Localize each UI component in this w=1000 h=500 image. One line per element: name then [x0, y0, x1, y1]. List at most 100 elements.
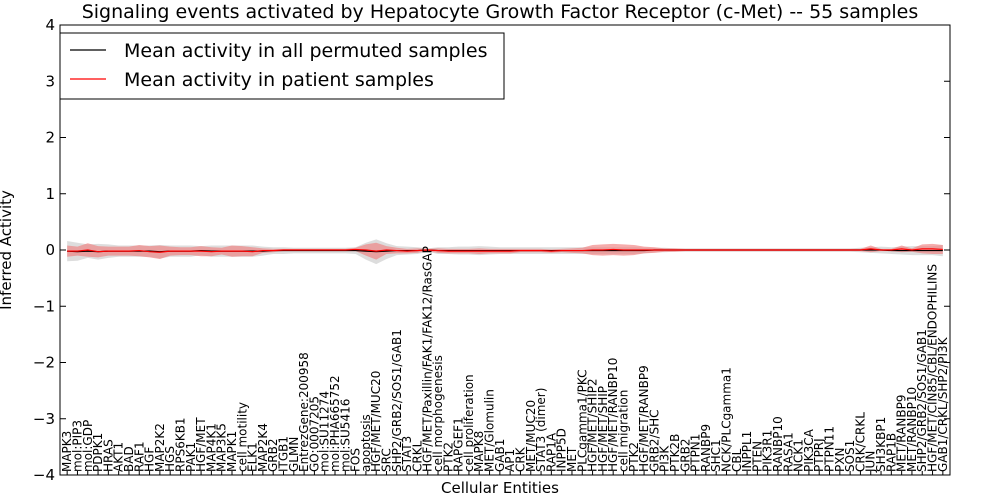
y-axis-ticks: 4 3 2 1 0 −1 −2 −3 −4 [33, 16, 950, 484]
y-tick-label: −2 [33, 354, 55, 372]
y-tick-label: 1 [45, 185, 55, 203]
x-tick-label: STAT3 (dimer) [534, 388, 548, 472]
x-tick-label: GRB2 [266, 438, 280, 472]
x-tick-label: PTK2 [441, 442, 455, 472]
x-tick-label: NCK/PLCgamma1 [720, 367, 734, 472]
x-tick-label: MAP2K4 [256, 423, 270, 472]
x-tick-label: FOS [349, 448, 363, 472]
x-tick-label: ITGB1 [277, 436, 291, 472]
x-tick-label: HGF/MET/SHIP2 [586, 378, 600, 472]
x-tick-label: HGF/MET/MUC20 [369, 371, 383, 472]
x-tick-label: INPPL1 [740, 431, 754, 472]
x-tick-label: MAP4K1 [204, 423, 218, 472]
x-tick-label: HGF/MET/SHIP [596, 386, 610, 472]
x-tick-label: RAP1B [884, 433, 898, 472]
x-tick-label: RANBP10 [771, 416, 785, 472]
x-tick-label: AKT1 [112, 442, 126, 472]
x-tick-label: RAF1 [132, 441, 146, 472]
x-tick-label: MET/RANBP10 [905, 387, 919, 472]
legend-label-patient: Mean activity in patient samples [124, 69, 434, 91]
chart-title: Signaling events activated by Hepatocyte… [82, 1, 919, 23]
x-tick-label: SRC [380, 448, 394, 472]
x-tick-label: GRB2/SHC [647, 409, 661, 472]
x-tick-label: SHP2/GRB2/SOS1/GAB1 [915, 329, 929, 472]
x-tick-label: MET/RANBP9 [895, 395, 909, 472]
x-tick-label: PIK3CA [802, 428, 816, 472]
x-tick-label: ELK1 [246, 442, 260, 472]
legend: Mean activity in all permuted samples Me… [59, 32, 505, 100]
legend-box [59, 32, 505, 100]
x-tick-label: GAB1 [493, 439, 507, 472]
x-tick-label: PDPK1 [91, 433, 105, 472]
x-tick-label: PTK2 [627, 442, 641, 472]
x-tick-label: PI3K [658, 445, 672, 472]
x-tick-label: SOS1 [843, 440, 857, 472]
x-tick-label: mol:SU5416 [338, 399, 352, 472]
y-tick-label: −4 [33, 466, 55, 484]
x-tick-label: MAPK1 [225, 431, 239, 472]
x-tick-label: AP1 [503, 449, 517, 472]
x-tick-label: SH3KBP1 [874, 417, 888, 472]
x-tick-label: PTPN11 [823, 426, 837, 472]
x-tick-label: CRK [513, 446, 527, 472]
y-axis-label: Inferred Activity [0, 190, 15, 310]
x-tick-label: HGF/MET/RANBP9 [637, 365, 651, 472]
x-tick-label: RPS6KB1 [173, 417, 187, 472]
x-tick-label: PIK3R1 [761, 430, 775, 472]
x-tick-label: PTK2B [668, 434, 682, 472]
x-tick-label: JUN [864, 451, 878, 473]
x-tick-label: PXN [833, 448, 847, 472]
x-tick-label: SHP2/GRB2/SOS1/GAB1 [390, 329, 404, 472]
x-tick-label: HGF/MET/Paxillin/FAK1/FAK12/RasGAP [421, 246, 435, 472]
x-tick-label: mol:GDP [81, 420, 95, 472]
x-tick-label: CBL [730, 448, 744, 472]
line-series-1 [67, 248, 943, 253]
x-tick-label: PAK1 [184, 442, 198, 472]
x-tick-label: MAP3K5 [215, 423, 229, 472]
x-tick-label: cell motility [235, 402, 249, 472]
x-tick-label: mol:PIP3 [70, 420, 84, 472]
x-tick-label: GAB1/CRKL/SHP2/PI3K [936, 336, 950, 472]
x-tick-label: MET [565, 446, 579, 472]
x-tick-label: PTEN [750, 441, 764, 472]
x-tick-label: CRK/CRKL [853, 412, 867, 472]
x-tick-label: BAD [122, 446, 136, 472]
x-tick-label: PTPRJ [812, 438, 826, 472]
x-tick-label: RASA1 [781, 432, 795, 472]
x-tick-label: NCK1 [792, 439, 806, 472]
y-tick-label: 4 [45, 16, 55, 34]
x-tick-label: HGF [143, 447, 157, 472]
x-tick-label: MAPK3 [60, 431, 74, 472]
x-tick-label: RANBP9 [699, 424, 713, 472]
x-tick-label: mol:PHA665752 [328, 375, 342, 472]
x-tick-label: HGF/MET/RANBP10 [606, 358, 620, 472]
x-tick-label: cell proliferation [462, 374, 476, 472]
x-tick-label: GRB2 [678, 438, 692, 472]
x-tick-label: GO:0007205 [307, 396, 321, 472]
x-tick-label: PTPN1 [689, 434, 703, 472]
x-tick-label: EntrezGene:200958 [297, 352, 311, 472]
y-tick-label: −1 [33, 297, 55, 315]
x-tick-label: HRAS [101, 439, 115, 472]
y-tick-label: 2 [45, 129, 55, 147]
x-tick-label: HGF/MET/CIN85/CBL/ENDOPHILINS [926, 264, 940, 472]
x-axis-label: Cellular Entities [441, 479, 559, 497]
x-tick-label: MAPK8 [472, 431, 486, 472]
y-tick-label: 3 [45, 72, 55, 90]
x-tick-label: MAP2K2 [153, 423, 167, 472]
x-tick-label: apoptosis [359, 414, 373, 472]
x-tick-label: CRKL [410, 440, 424, 472]
x-tick-label: SHC1 [709, 439, 723, 472]
x-tick-label: STAT3 [400, 436, 414, 472]
x-tick-label: MET/Glomulin [483, 389, 497, 472]
x-tick-label: cell migration [616, 390, 630, 472]
x-tick-label: INPP5D [555, 428, 569, 472]
y-tick-label: −3 [33, 410, 55, 428]
x-axis-ticks: MAPK3mol:PIP3mol:GDPPDPK1HRASAKT1BADRAF1… [60, 246, 950, 475]
x-tick-label: RAPGEF1 [452, 417, 466, 472]
x-tick-label: RAP1A [544, 432, 558, 472]
x-tick-label: GLMN [287, 437, 301, 472]
x-tick-label: HGF/MET [194, 417, 208, 472]
x-tick-label: PLCgamma1/PKC [575, 369, 589, 472]
